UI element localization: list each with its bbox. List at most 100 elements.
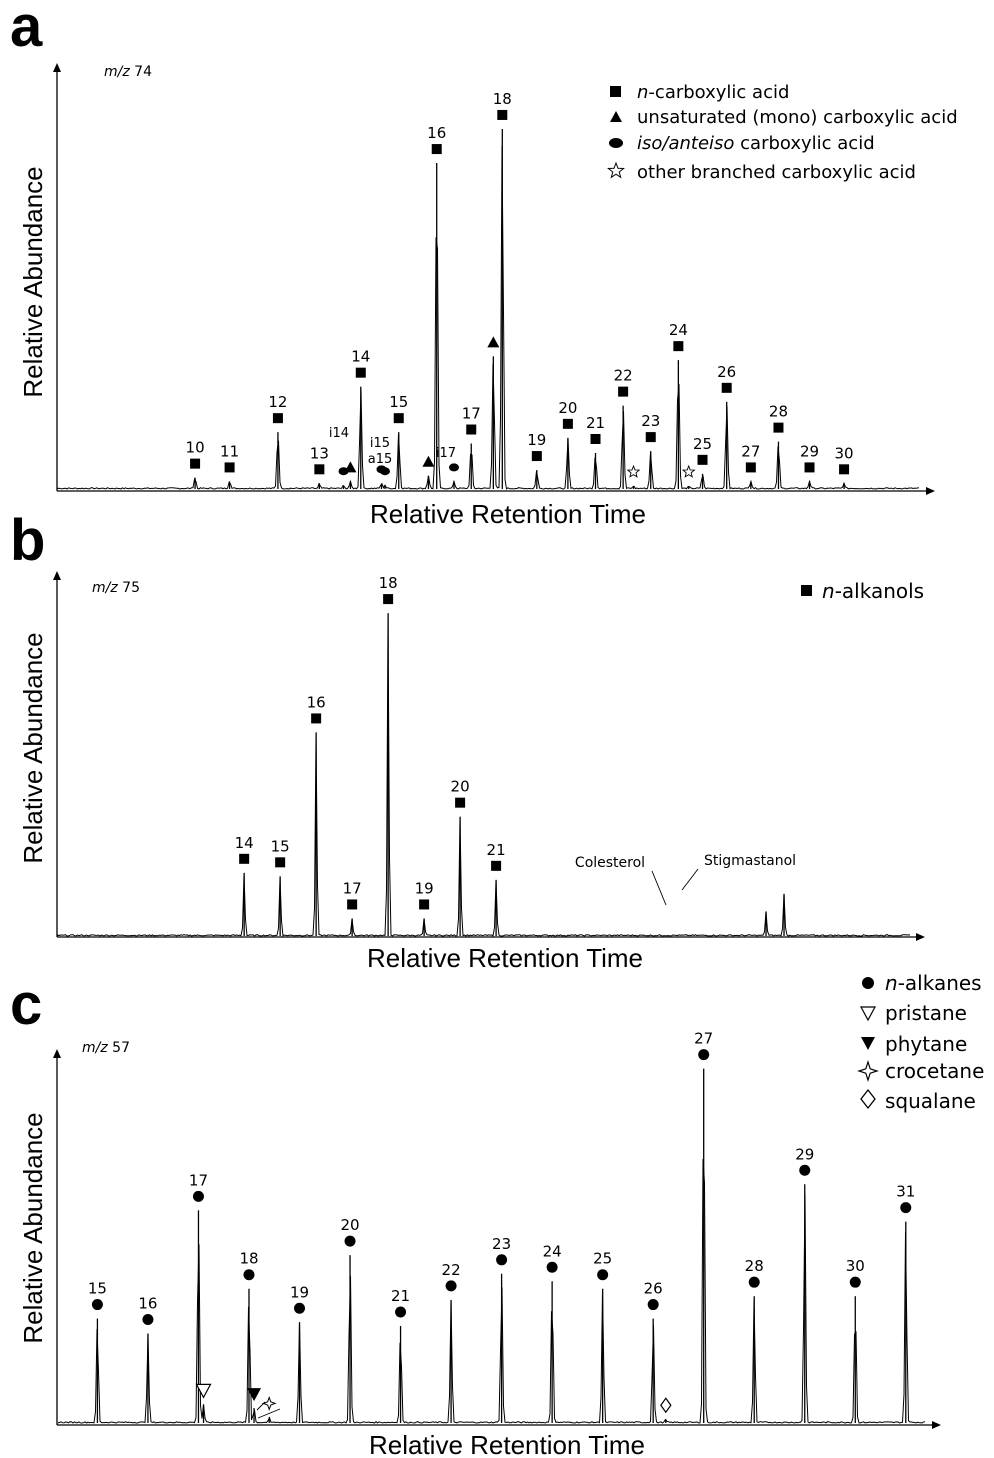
peak-label-a-27: 27 (741, 442, 760, 460)
peak-label-a-26: 26 (717, 363, 736, 381)
mz-label-b: m/z 75 (92, 580, 140, 596)
peak-marker-b-15 (275, 857, 286, 868)
panel-label-a: a (10, 0, 43, 59)
peak-marker-b-21 (491, 860, 502, 871)
peak-label-c-29: 29 (795, 1145, 814, 1163)
peak-marker-a-29 (804, 462, 815, 473)
peak-marker-c-tri-down-open-17 (195, 1383, 212, 1399)
branch-label-i15: i15 (370, 436, 390, 451)
peak-marker-a-triangle-23 (487, 336, 500, 348)
peak-marker-b-20 (455, 797, 466, 808)
legend-squalane: squalane (885, 1089, 976, 1113)
peak-marker-b-19 (419, 899, 430, 910)
peak-marker-c-tri-down-filled-18 (247, 1388, 262, 1402)
annotation-stigmastanol: Stigmastanol (704, 853, 796, 869)
peak-label-a-23: 23 (641, 412, 660, 430)
legend-n-alkanols: n-alkanols (822, 579, 924, 603)
peak-label-c-28: 28 (745, 1257, 764, 1275)
y-axis-arrow-a (53, 63, 61, 72)
mz-label-a: m/z 74 (104, 64, 152, 80)
peak-label-a-13: 13 (310, 444, 329, 462)
peak-marker-a-star-28 (626, 464, 641, 478)
peak-marker-c-16 (142, 1313, 154, 1325)
peak-marker-b-17 (347, 899, 358, 910)
y-axis-arrow-b (53, 571, 61, 580)
peak-marker-a-star-29 (681, 464, 696, 478)
peak-marker-a-22 (618, 386, 629, 397)
peak-label-c-23: 23 (492, 1235, 511, 1253)
legend-other-branched-acid: other branched carboxylic acid (637, 162, 916, 183)
peak-marker-a-12 (272, 413, 283, 424)
peak-marker-c-15 (91, 1299, 103, 1311)
peak-marker-a-20 (562, 418, 573, 429)
y-axis-title-b: Relative Abundance (18, 632, 48, 863)
legend-crocetane: crocetane (885, 1059, 984, 1083)
peak-label-a-20: 20 (558, 399, 577, 417)
peak-marker-a-18 (497, 109, 508, 120)
peak-marker-a-triangle-22 (422, 455, 435, 467)
peak-label-a-28: 28 (769, 403, 788, 421)
peak-label-a-16: 16 (427, 124, 446, 142)
legend-star-marker (607, 161, 625, 179)
branch-label-i14: i14 (329, 426, 349, 441)
y-axis-arrow-c (53, 1049, 61, 1058)
phytane-leader-line (256, 1401, 266, 1411)
peak-marker-c-star4-19 (261, 1395, 277, 1411)
legend-unsaturated-acid: unsaturated (mono) carboxylic acid (637, 107, 958, 128)
y-axis-title-c: Relative Abundance (18, 1112, 48, 1343)
peak-marker-a-21 (590, 433, 601, 444)
peak-marker-a-14 (355, 367, 366, 378)
peak-marker-c-22 (445, 1280, 457, 1292)
peak-label-b-14: 14 (235, 834, 254, 852)
legend-ellipse-marker (609, 138, 623, 148)
legend-circle-marker (862, 977, 874, 989)
peak-label-a-29: 29 (800, 442, 819, 460)
panel-b: b m/z 75 Relative Abundance Relative Ret… (10, 508, 925, 973)
peak-marker-a-27 (745, 462, 756, 473)
peak-marker-c-30 (849, 1276, 861, 1288)
peak-label-a-19: 19 (527, 431, 546, 449)
peak-marker-c-24 (546, 1261, 558, 1273)
legend-phytane: phytane (885, 1032, 967, 1056)
legend-n-carboxylic-acid: n-carboxylic acid (637, 82, 789, 103)
x-axis-title-a: Relative Retention Time (370, 499, 646, 529)
y-axis-title-a: Relative Abundance (18, 166, 48, 397)
legend-n-alkanes: n-alkanes (885, 971, 982, 995)
peak-marker-a-26 (721, 382, 732, 393)
peak-marker-a-19 (531, 451, 542, 462)
peak-label-a-18: 18 (493, 90, 512, 108)
peak-label-a-11: 11 (220, 442, 239, 460)
peak-label-b-18: 18 (379, 574, 398, 592)
panel-c: c m/z 57 Relative Abundance Relative Ret… (10, 971, 984, 1458)
peak-marker-c-31 (900, 1202, 912, 1214)
peak-marker-b-14 (239, 853, 250, 864)
x-axis-arrow-b (916, 933, 925, 941)
peak-label-c-18: 18 (239, 1250, 258, 1268)
peak-label-c-22: 22 (442, 1261, 461, 1279)
peak-marker-a-i14 (338, 467, 349, 476)
legend-open-triangle-marker (859, 1006, 877, 1022)
panel-a: a m/z 74 Relative Abundance Relative Ret… (10, 0, 958, 529)
x-axis-title-b: Relative Retention Time (367, 943, 643, 973)
peak-label-a-30: 30 (835, 444, 854, 462)
chromatogram-trace-c (57, 1158, 926, 1424)
x-axis-title-c: Relative Retention Time (369, 1430, 645, 1458)
peak-marker-c-20 (344, 1235, 356, 1247)
peak-label-c-25: 25 (593, 1250, 612, 1268)
peak-marker-c-diamond-20 (660, 1397, 672, 1414)
peak-label-a-25: 25 (693, 435, 712, 453)
peak-label-a-15: 15 (389, 393, 408, 411)
peak-label-c-16: 16 (138, 1294, 157, 1312)
peak-label-a-21: 21 (586, 414, 605, 432)
peak-marker-b-16 (311, 713, 322, 724)
peak-marker-a-15 (393, 413, 404, 424)
peak-label-b-21: 21 (487, 841, 506, 859)
peak-marker-a-17 (466, 424, 477, 435)
peak-label-a-22: 22 (614, 367, 633, 385)
peak-marker-c-27 (698, 1049, 710, 1061)
legend-filled-triangle-marker (861, 1037, 875, 1050)
legend-c: n-alkanes pristane phytane crocetane squ… (857, 971, 984, 1113)
peak-marker-c-17 (192, 1190, 204, 1202)
peak-markers-c: 15 16 17 18 19 20 21 22 23 24 25 26 27 28 29 30 31 (88, 1030, 915, 1423)
